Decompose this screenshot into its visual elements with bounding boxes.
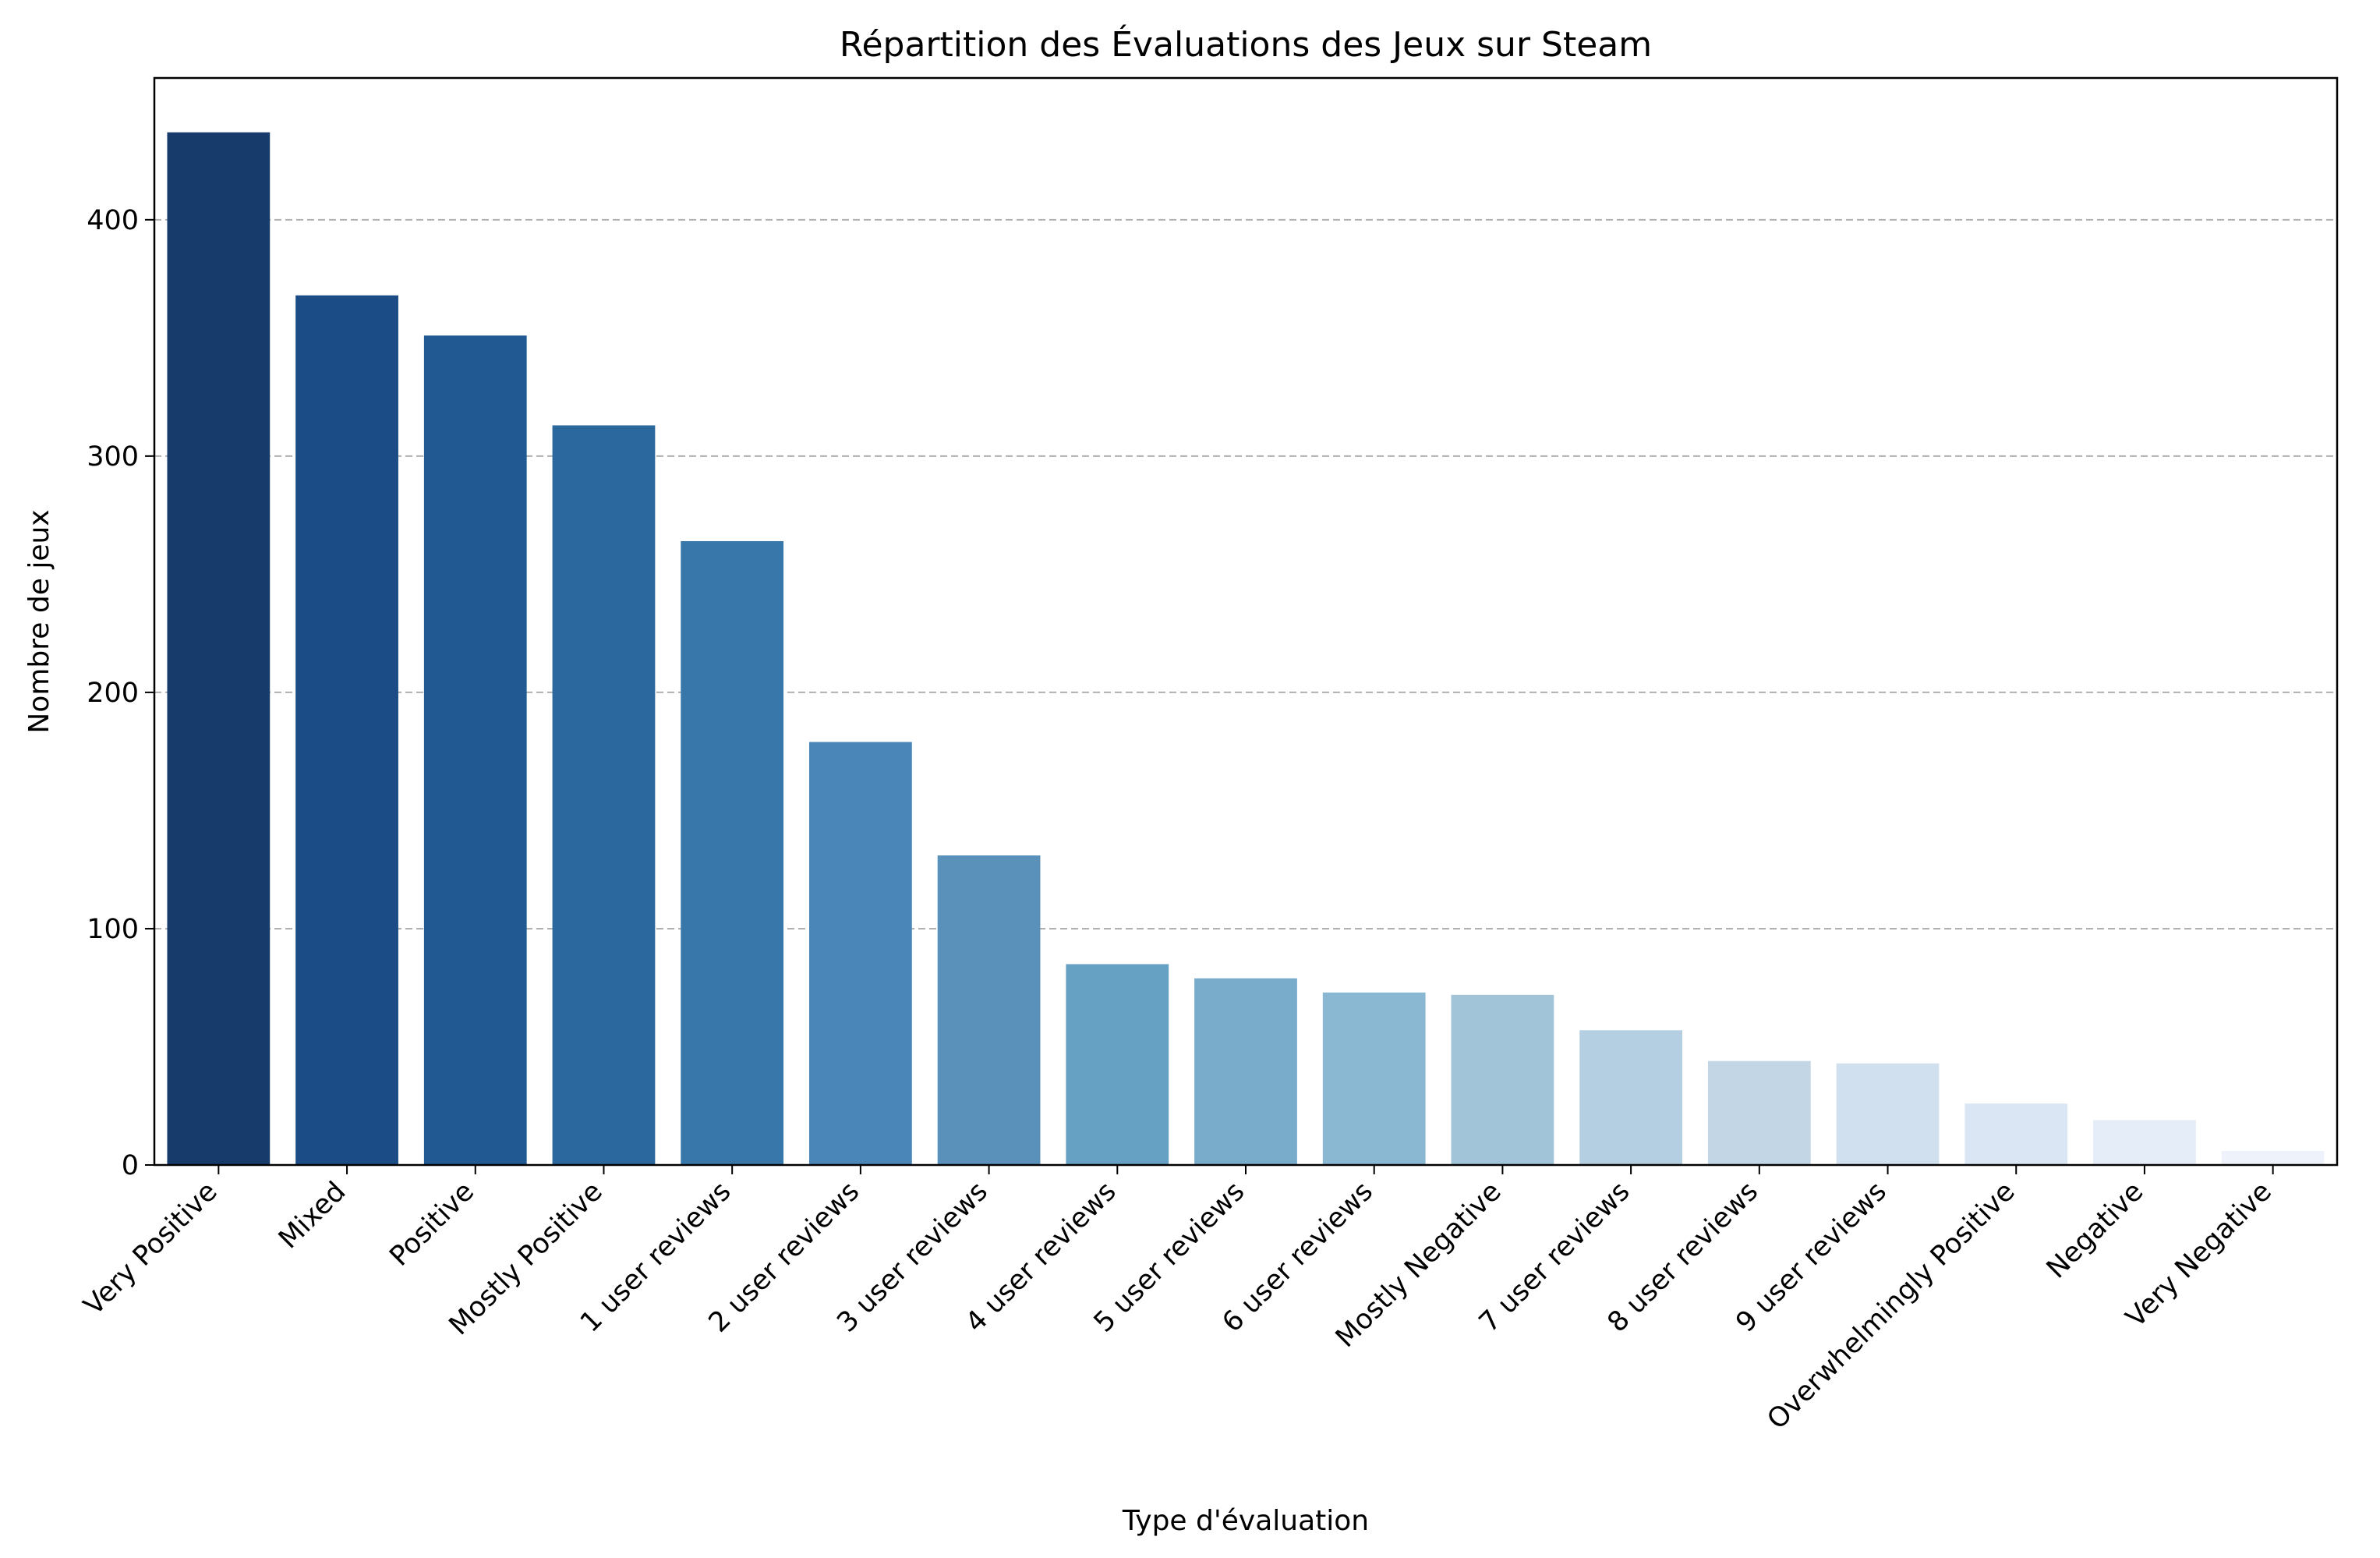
bar	[1579, 1030, 1682, 1165]
bar	[2093, 1120, 2196, 1165]
bars	[167, 132, 2325, 1166]
bar	[423, 335, 527, 1165]
y-axis-label: Nombre de jeux	[23, 509, 55, 733]
y-tick-label: 200	[87, 678, 139, 709]
y-axis: 0 100 200 300 400	[87, 205, 154, 1181]
bar	[552, 425, 656, 1165]
bar	[1066, 964, 1169, 1165]
bar	[1707, 1061, 1811, 1165]
x-axis-label: Type d'évaluation	[1122, 1505, 1369, 1537]
y-tick-label: 100	[87, 914, 139, 945]
bar	[167, 132, 271, 1166]
bar	[937, 855, 1041, 1165]
bar	[2221, 1150, 2325, 1165]
bar	[1194, 978, 1297, 1165]
bar	[809, 742, 912, 1165]
bar	[1451, 994, 1554, 1165]
y-tick-label: 0	[122, 1150, 139, 1181]
y-tick-label: 400	[87, 205, 139, 236]
y-tick-label: 300	[87, 441, 139, 473]
bar	[1322, 992, 1426, 1165]
bar	[295, 295, 398, 1165]
bar	[681, 540, 784, 1165]
bar	[1964, 1103, 2068, 1165]
chart-title: Répartition des Évaluations des Jeux sur…	[840, 23, 1652, 65]
bar	[1836, 1063, 1940, 1165]
